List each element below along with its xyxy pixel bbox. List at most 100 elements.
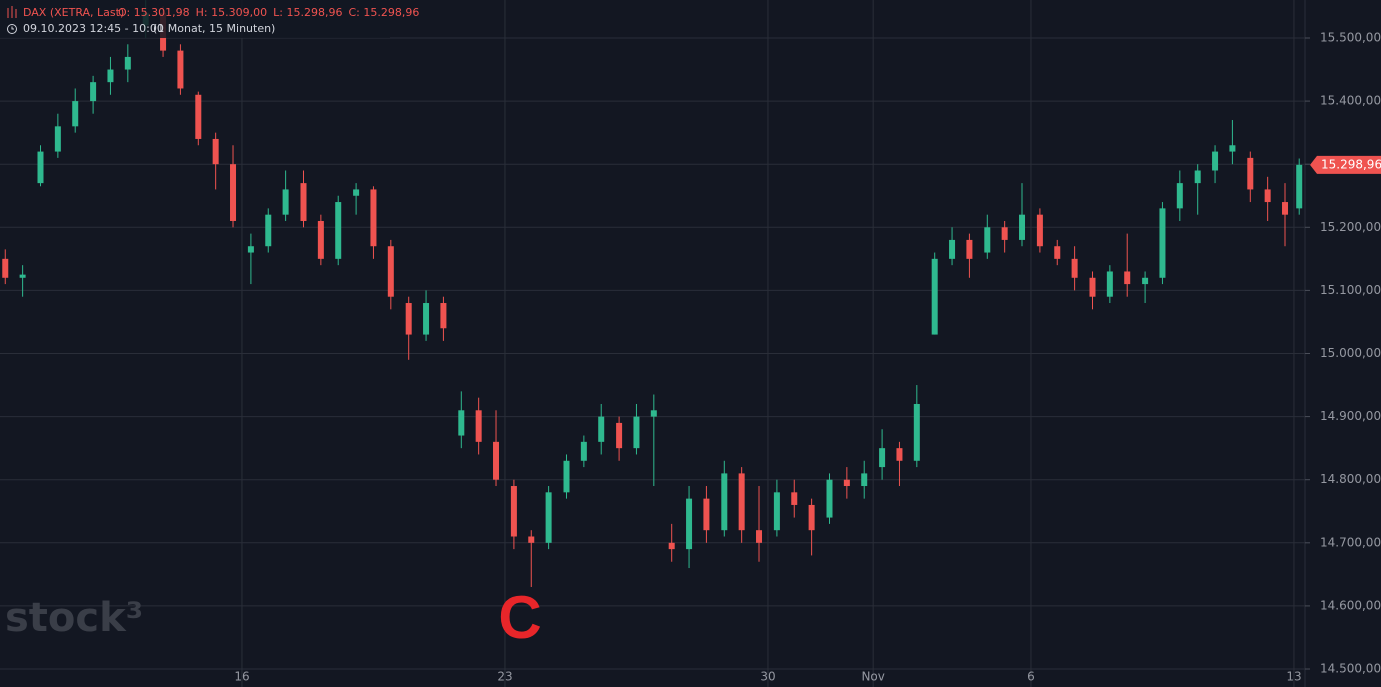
candle-body [545, 492, 552, 543]
ohlc-value: H: 15.309,00 [196, 6, 267, 19]
candle-body [335, 202, 342, 259]
clock-icon [7, 24, 17, 34]
y-tick-label: 15.200,00 [1320, 220, 1381, 234]
candle-body [1054, 246, 1061, 259]
candle-body [633, 416, 640, 449]
candle-body [580, 441, 587, 461]
candle-body [19, 274, 26, 278]
candle-body [773, 492, 780, 531]
candle-body [195, 94, 202, 139]
wave-label: C [498, 584, 541, 651]
date-range: 09.10.2023 12:45 - 10:00 [23, 22, 164, 35]
x-tick-label: 23 [497, 670, 512, 684]
watermark: stock³ [5, 595, 143, 641]
x-tick-label: 13 [1286, 670, 1301, 684]
clock-hands [11, 26, 14, 30]
candle-body [300, 183, 307, 221]
candle-body [1229, 145, 1236, 152]
candle-body [90, 82, 97, 102]
candle-body [440, 303, 447, 329]
candle-body [984, 227, 991, 253]
candle-body [1282, 202, 1289, 215]
candle-body [879, 448, 886, 468]
candle-body [1142, 277, 1149, 285]
x-tick-label: Nov [861, 670, 884, 684]
candle-body [1124, 271, 1131, 285]
x-tick-label: 30 [760, 670, 775, 684]
candle-body [423, 303, 430, 335]
candle-body [808, 504, 815, 531]
period: (1 Monat, 15 Minuten) [153, 22, 275, 35]
candle-body [703, 498, 710, 531]
candle-body [686, 498, 693, 550]
candle-body [931, 258, 938, 335]
candle-body [616, 422, 623, 449]
candle-body [668, 542, 675, 550]
last-price-tag [1310, 155, 1381, 174]
candle-body [493, 441, 500, 480]
candle-body [37, 151, 44, 184]
candle-body [1247, 157, 1254, 190]
candle-body [650, 410, 657, 417]
candle-body [107, 69, 114, 83]
candle-body [212, 138, 219, 165]
ohlc: O: 15.301,98 H: 15.309,00 L: 15.298,96 C: 1… [118, 6, 419, 19]
candle-body [528, 536, 535, 543]
ohlc-value: L: 15.298,96 [273, 6, 342, 19]
candle-body [317, 220, 324, 259]
y-tick-label: 15.500,00 [1320, 30, 1381, 44]
candle-body [230, 164, 237, 221]
x-tick-label: 6 [1027, 670, 1035, 684]
candle-body [721, 473, 728, 531]
candle-body [177, 50, 184, 89]
candle-body [405, 303, 412, 335]
x-tick-label: 16 [234, 670, 249, 684]
candle-body [1019, 214, 1026, 240]
candle-body [282, 189, 289, 215]
candle-body [370, 189, 377, 247]
candle-body [563, 460, 570, 493]
y-tick-label: 14.700,00 [1320, 535, 1381, 549]
y-tick-label: 15.000,00 [1320, 346, 1381, 360]
candle-body [1264, 189, 1271, 203]
axes: 14.500,00 14.600,00 14.700,00 14.800,00 14.9… [234, 30, 1381, 684]
candle-body [475, 410, 482, 442]
candle-body [896, 448, 903, 461]
candle-body [265, 214, 272, 247]
y-tick-label: 14.800,00 [1320, 472, 1381, 486]
header-bg [0, 0, 390, 38]
candle-body [353, 189, 360, 196]
candle-body [966, 239, 973, 259]
candle-body [247, 246, 254, 253]
ohlc-value: O: 15.301,98 [118, 6, 190, 19]
candle-body [1106, 271, 1113, 297]
candle-body [1212, 151, 1219, 171]
y-tick-label: 15.400,00 [1320, 94, 1381, 108]
candle-body [861, 473, 868, 487]
candle-body [738, 473, 745, 531]
symbol-title: DAX (XETRA, Last) [23, 6, 124, 19]
candle-body [72, 101, 79, 127]
candle-body [1194, 170, 1201, 184]
candle-body [598, 416, 605, 442]
candle-body [1296, 164, 1303, 209]
y-tick-label: 14.600,00 [1320, 598, 1381, 612]
candle-body [791, 492, 798, 505]
candle-body [1036, 214, 1043, 247]
candle-body [1176, 183, 1183, 209]
candle-body [949, 239, 956, 259]
candle-body [2, 258, 9, 278]
y-tick-label: 14.900,00 [1320, 409, 1381, 423]
candle-body [458, 410, 465, 436]
ohlc-value: C: 15.298,96 [348, 6, 419, 19]
candle-body [843, 479, 850, 487]
candle-body [387, 246, 394, 297]
candle-body [1071, 258, 1078, 278]
candle-body [1159, 208, 1166, 278]
candle-body [510, 486, 517, 537]
symbol-icon [7, 6, 17, 18]
candle-body [124, 56, 131, 70]
